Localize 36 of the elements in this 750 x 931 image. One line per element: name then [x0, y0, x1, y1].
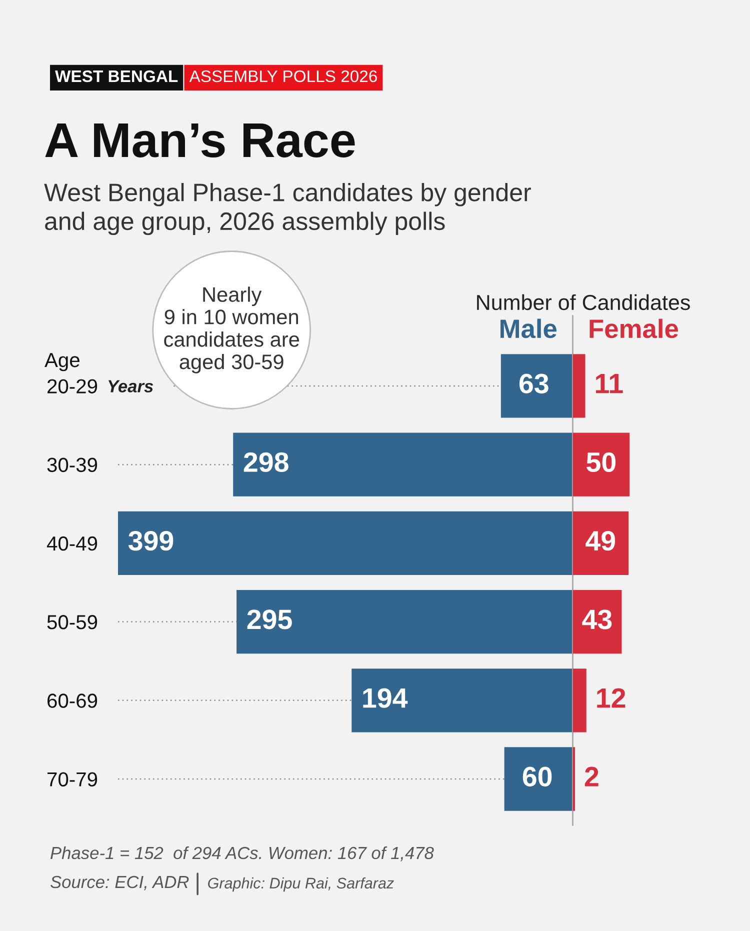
- series-label: Male: [500, 318, 557, 338]
- chart-subtitle: West Bengal Phase-1 candidates by gender and age group, 2026 assembly polls: [44, 183, 531, 236]
- data-label: 2: [584, 766, 598, 786]
- y-axis-title: Age: [44, 353, 80, 372]
- data-label: 50: [586, 452, 616, 472]
- source-note: Source: ECI, ADR: [50, 876, 189, 890]
- text: ASSEMBLY POLLS 2026: [189, 70, 377, 82]
- bar: [572, 668, 586, 732]
- y-tick-label: 50-59: [47, 615, 98, 630]
- annotation: Nearly 9 in 10 women candidates are aged 30-59: [164, 286, 300, 374]
- data-label: 49: [586, 530, 616, 551]
- y-tick-label: 30-39: [47, 458, 98, 472]
- series-label: Female: [590, 318, 678, 338]
- bar: [572, 354, 586, 418]
- text: WEST BENGAL: [55, 70, 178, 82]
- text: Graphic: Dipu Rai, Sarfaraz: [208, 877, 394, 892]
- data-label: 11: [596, 374, 623, 394]
- bar: [572, 590, 622, 654]
- bar: [572, 511, 629, 576]
- y-tick-label: 40-49: [46, 536, 98, 551]
- y-tick-label: 20-29: [48, 379, 98, 394]
- data-label: 399: [128, 530, 174, 551]
- y-tick-label: 60-69: [48, 694, 98, 708]
- annotation: Years: [108, 380, 154, 392]
- chart-title: A Man’s Race: [45, 124, 355, 158]
- text: Phase-1 = 152 of 294 ACs. Women: 167 of 1,478: [50, 846, 434, 862]
- data-label: 298: [244, 452, 288, 472]
- data-label: 295: [247, 610, 292, 630]
- data-label: 60: [522, 766, 552, 786]
- x-axis-title: Number of Candidates: [477, 294, 690, 310]
- data-label: 63: [519, 374, 548, 394]
- data-label: 43: [582, 610, 612, 630]
- y-tick-label: 70-79: [48, 772, 98, 787]
- data-label: 12: [597, 688, 626, 708]
- data-label: 194: [363, 688, 408, 708]
- bar: [572, 432, 630, 496]
